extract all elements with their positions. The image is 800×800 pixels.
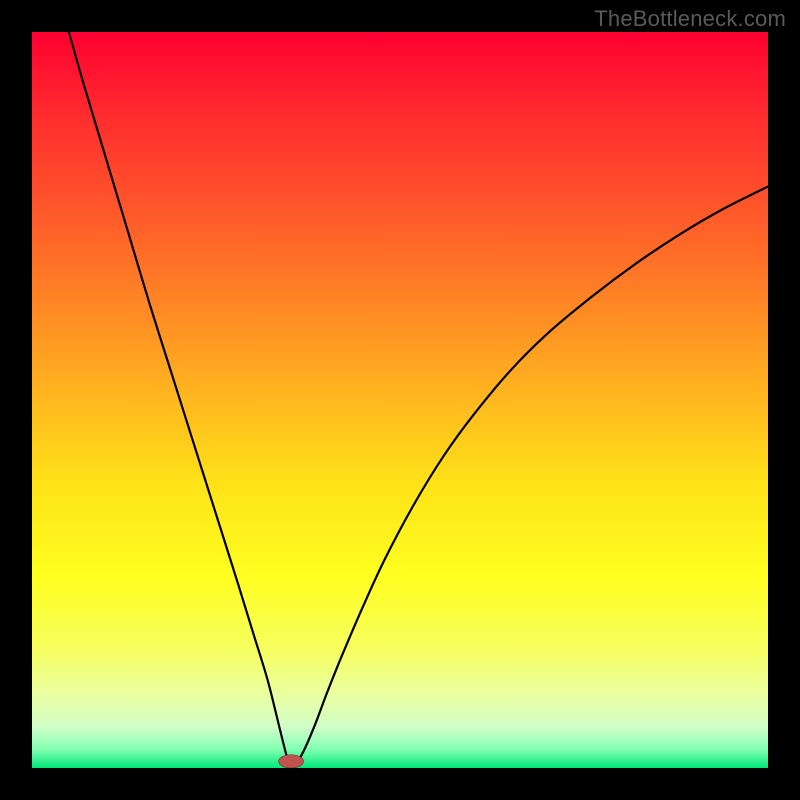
plot-area	[32, 32, 768, 768]
chart-frame: TheBottleneck.com	[0, 0, 800, 800]
bottleneck-chart	[32, 32, 768, 768]
gradient-background	[32, 32, 768, 768]
minimum-marker	[279, 755, 304, 768]
watermark-text: TheBottleneck.com	[594, 6, 786, 32]
